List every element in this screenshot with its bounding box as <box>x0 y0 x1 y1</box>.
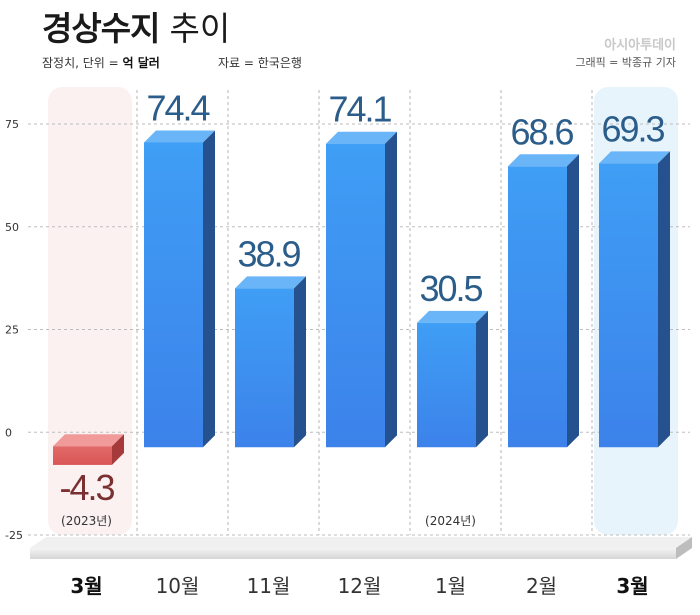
bar-value-label: 68.6 <box>510 111 573 152</box>
highlight-column-bg <box>48 87 132 535</box>
category-label: 10월 <box>156 574 200 598</box>
floor-top <box>30 537 692 548</box>
bar-value-label: 74.4 <box>146 87 209 128</box>
category-label: 1월 <box>435 574 466 598</box>
bar-value-label: 74.1 <box>328 89 391 130</box>
bar-value-label: 38.9 <box>237 233 300 274</box>
bar-top <box>599 151 670 164</box>
bar <box>599 163 658 448</box>
bar-top <box>508 154 579 167</box>
brand-logo: 아시아투데이 <box>604 38 676 53</box>
bar-value-label: 69.3 <box>601 108 664 149</box>
category-label: 2월 <box>526 574 557 598</box>
bar-top <box>53 434 124 447</box>
page-title: 경상수지 추이 <box>42 2 230 50</box>
bar-side <box>112 434 124 465</box>
year-note: (2023년) <box>61 514 112 528</box>
bar-top <box>326 131 397 144</box>
unit-prefix: 잠정치, 단위 = <box>42 56 123 70</box>
bar-side <box>203 130 215 448</box>
bar <box>508 166 567 448</box>
category-label: 3월 <box>70 574 102 598</box>
category-label: 3월 <box>616 574 648 598</box>
y-tick-label: 0 <box>5 426 12 439</box>
bar-value-label: 30.5 <box>419 268 482 309</box>
bar <box>144 142 203 448</box>
bar-side <box>294 276 306 448</box>
bar-value-label: -4.3 <box>59 467 114 508</box>
y-tick-label: -25 <box>5 529 23 542</box>
unit-note: 잠정치, 단위 = 억 달러 <box>42 54 160 71</box>
y-tick-label: 50 <box>5 221 19 234</box>
bar <box>235 288 294 448</box>
title-sub: 추이 <box>169 9 231 48</box>
y-tick-label: 75 <box>5 118 19 131</box>
bar-top <box>144 130 215 143</box>
bar <box>326 143 385 448</box>
bar-top <box>235 276 306 289</box>
bar <box>53 446 112 465</box>
bar-top <box>417 310 488 323</box>
bar-side <box>476 310 488 448</box>
source-note: 자료 = 한국은행 <box>218 56 302 70</box>
bar-side <box>658 151 670 448</box>
category-label: 12월 <box>338 574 382 598</box>
year-note: (2024년) <box>425 514 476 528</box>
y-tick-label: 25 <box>5 324 19 337</box>
title-main: 경상수지 <box>42 9 160 48</box>
unit-value: 억 달러 <box>122 56 160 70</box>
graphic-credit: 그래픽 = 박종규 기자 <box>575 56 676 69</box>
bar-side <box>385 131 397 448</box>
bar-side <box>567 154 579 448</box>
floor-side <box>676 537 692 559</box>
floor-front <box>30 548 676 559</box>
bar <box>417 322 476 448</box>
category-label: 11월 <box>247 574 291 598</box>
